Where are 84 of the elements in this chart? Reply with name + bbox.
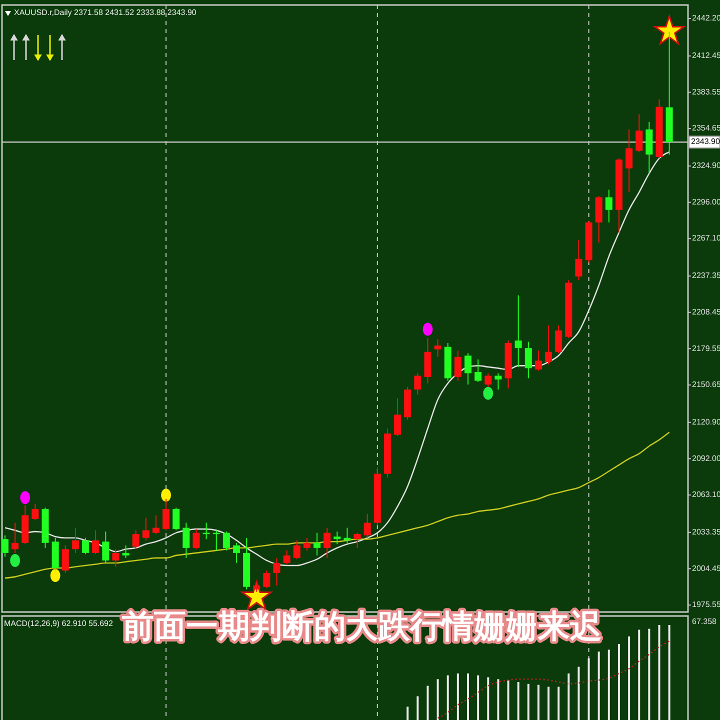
- bar: [477, 675, 480, 720]
- candlestick: [534, 350, 542, 372]
- candlestick: [283, 550, 290, 565]
- bar: [466, 673, 469, 720]
- bar: [446, 675, 449, 720]
- candlestick: [354, 532, 361, 548]
- candlestick: [626, 128, 633, 193]
- bar: [588, 658, 590, 720]
- candlestick: [32, 503, 39, 521]
- bar: [537, 684, 540, 720]
- chart-title: MACD(12,26,9) 62.910 55.692: [4, 619, 114, 628]
- candlestick: [434, 338, 442, 358]
- candlestick: [636, 114, 643, 153]
- bar: [487, 677, 490, 720]
- chart-title: XAUUSD.r,Daily 2371.58 2431.52 2333.88 2343.90: [14, 8, 197, 17]
- bar: [527, 684, 530, 720]
- candlestick: [324, 527, 331, 558]
- bar: [618, 644, 620, 720]
- candlestick: [273, 557, 280, 586]
- ref-line-label: 2343.90: [691, 137, 720, 146]
- bar: [578, 666, 580, 720]
- candlestick: [464, 352, 472, 386]
- bar: [648, 628, 650, 720]
- candlestick: [545, 324, 552, 365]
- candlestick: [474, 358, 482, 383]
- candlestick: [192, 528, 200, 550]
- point: [50, 569, 60, 582]
- candlestick: [222, 531, 230, 551]
- text: 67.358: [692, 617, 718, 626]
- bar: [598, 652, 600, 720]
- candlestick: [454, 350, 462, 382]
- point: [161, 488, 172, 502]
- bar: [558, 686, 560, 720]
- bar: [658, 625, 660, 720]
- bar: [426, 686, 429, 720]
- bar: [456, 673, 459, 720]
- bar: [608, 650, 610, 720]
- candlestick: [514, 294, 522, 368]
- candlestick: [152, 514, 160, 535]
- candlestick: [575, 240, 582, 281]
- point: [10, 554, 20, 567]
- candlestick: [233, 542, 240, 564]
- candlestick: [92, 530, 100, 555]
- point: [20, 491, 30, 504]
- candlestick: [394, 398, 402, 437]
- candlestick: [72, 527, 79, 554]
- candlestick: [182, 522, 190, 558]
- bar: [568, 673, 570, 720]
- candlestick: [414, 372, 422, 396]
- bar: [668, 625, 670, 720]
- candlestick: [102, 531, 110, 564]
- candlestick: [62, 544, 69, 574]
- candlestick: [172, 507, 180, 531]
- bar: [517, 682, 520, 720]
- bar: [638, 630, 640, 720]
- point: [654, 15, 685, 44]
- bar: [406, 706, 409, 720]
- point: [422, 322, 433, 336]
- bar: [507, 680, 510, 720]
- bar: [497, 679, 500, 720]
- candlestick: [524, 341, 532, 379]
- candlestick: [494, 372, 502, 390]
- point: [483, 386, 494, 400]
- candlestick: [344, 527, 351, 544]
- candlestick: [132, 530, 140, 550]
- candlestick: [555, 324, 562, 354]
- candlestick: [303, 537, 310, 551]
- candlestick: [334, 531, 341, 545]
- bar: [548, 686, 550, 720]
- candlestick: [2, 534, 8, 558]
- candlestick: [142, 517, 150, 541]
- candlestick: [82, 537, 90, 555]
- annotation: 前面一期判断的大跌行情姗姗来迟: [122, 607, 602, 645]
- bar: [628, 636, 630, 720]
- candlestick: [12, 522, 19, 554]
- candlestick: [112, 548, 120, 568]
- candlestick: [122, 544, 130, 558]
- candlestick: [314, 532, 321, 556]
- candlestick: [605, 189, 612, 223]
- candlestick: [364, 513, 371, 538]
- bar: [436, 679, 439, 720]
- candlestick: [293, 540, 300, 560]
- bar: [416, 696, 419, 720]
- candlestick: [263, 570, 270, 589]
